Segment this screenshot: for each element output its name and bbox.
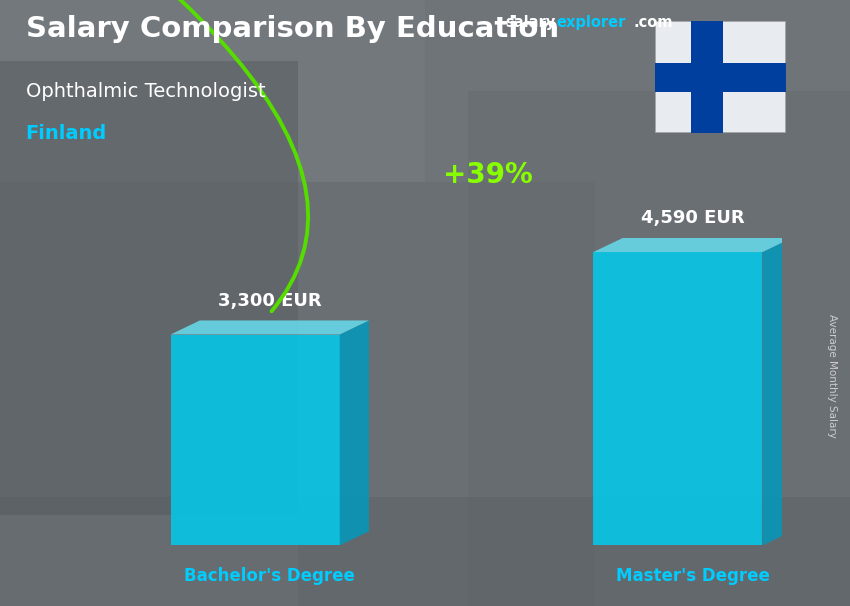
Text: Salary Comparison By Education: Salary Comparison By Education xyxy=(26,15,558,43)
Bar xyxy=(0,61,298,515)
Polygon shape xyxy=(593,252,762,545)
Text: 3,300 EUR: 3,300 EUR xyxy=(218,292,321,310)
Bar xyxy=(654,62,786,92)
Bar xyxy=(0,0,425,182)
Polygon shape xyxy=(171,335,340,545)
Text: Bachelor's Degree: Bachelor's Degree xyxy=(184,567,355,585)
Bar xyxy=(691,21,723,133)
Text: +39%: +39% xyxy=(443,161,533,188)
Polygon shape xyxy=(593,238,791,252)
Text: 4,590 EUR: 4,590 EUR xyxy=(641,210,745,227)
Text: salary: salary xyxy=(506,15,556,30)
Polygon shape xyxy=(171,321,369,335)
Text: Ophthalmic Technologist: Ophthalmic Technologist xyxy=(26,82,265,101)
Bar xyxy=(468,91,850,606)
Text: explorer: explorer xyxy=(556,15,626,30)
Text: Master's Degree: Master's Degree xyxy=(615,567,769,585)
Text: Finland: Finland xyxy=(26,124,107,143)
Polygon shape xyxy=(762,238,791,545)
Bar xyxy=(0,497,850,606)
Bar xyxy=(298,182,595,606)
Text: .com: .com xyxy=(633,15,672,30)
Polygon shape xyxy=(340,321,369,545)
Text: Average Monthly Salary: Average Monthly Salary xyxy=(827,314,837,438)
